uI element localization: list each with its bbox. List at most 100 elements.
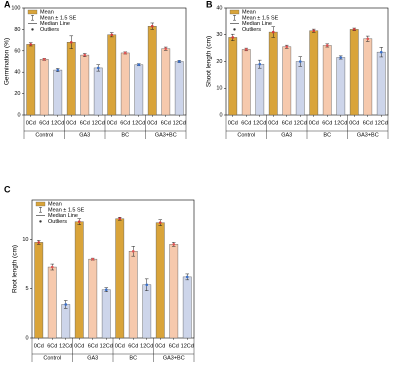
bar	[66, 42, 76, 116]
x-tick-label: 12Cd	[59, 343, 72, 349]
point	[42, 58, 46, 61]
legend-label: Mean ± 1.5 SE	[40, 15, 77, 21]
x-tick-label: 0Cd	[74, 343, 84, 349]
point	[366, 37, 370, 41]
bar	[47, 266, 57, 339]
bar	[61, 304, 71, 339]
y-tick-label: 40	[14, 70, 20, 76]
bar	[349, 29, 359, 116]
bar	[228, 37, 238, 116]
bar	[39, 59, 49, 116]
bar	[34, 242, 44, 339]
bar	[134, 64, 144, 116]
point	[29, 43, 33, 46]
bar	[376, 51, 386, 116]
x-tick-label: 12Cd	[51, 120, 64, 126]
group-label: Control	[237, 132, 255, 138]
x-tick-label: 12Cd	[92, 120, 105, 126]
bar	[322, 45, 332, 116]
bar	[336, 57, 346, 116]
legend-label: Median Line	[242, 21, 272, 27]
legend-label: Mean	[40, 9, 54, 15]
point	[244, 48, 248, 51]
bar	[88, 258, 98, 339]
point	[298, 60, 302, 63]
point	[339, 56, 343, 59]
y-tick-label: 80	[14, 27, 20, 33]
bar	[120, 52, 130, 116]
x-tick-label: 6Cd	[161, 120, 171, 126]
legend-label: Median Line	[40, 21, 70, 27]
point	[104, 288, 108, 292]
x-tick-label: 6Cd	[120, 120, 130, 126]
point	[258, 62, 262, 66]
bar	[255, 63, 265, 116]
x-tick-label: 6Cd	[241, 120, 251, 126]
x-tick-label: 12Cd	[334, 120, 347, 126]
point	[172, 243, 176, 246]
point	[131, 249, 135, 253]
y-tick-label: 0	[25, 335, 28, 341]
legend-label: Mean ± 1.5 SE	[48, 207, 85, 213]
legend-swatch	[229, 9, 240, 15]
x-tick-label: 0Cd	[66, 120, 76, 126]
y-tick-label: 10	[22, 237, 28, 243]
bar	[363, 38, 373, 116]
x-tick-label: 12Cd	[181, 343, 194, 349]
bar	[53, 69, 63, 116]
bar	[107, 34, 117, 116]
point	[83, 53, 87, 57]
x-tick-label: 0Cd	[147, 120, 157, 126]
point	[271, 30, 275, 34]
y-axis-title: Germination (%)	[4, 38, 11, 85]
panel-label: C	[4, 184, 11, 194]
bar	[26, 44, 36, 116]
x-tick-label: 6Cd	[128, 343, 138, 349]
x-tick-label: 6Cd	[169, 343, 179, 349]
y-axis-title: Root length (cm)	[12, 245, 19, 293]
legend-label: Outliers	[40, 27, 59, 33]
group-label: GA3+BC	[155, 132, 177, 138]
point	[123, 51, 127, 55]
point	[37, 241, 41, 244]
y-tick-label: 30	[216, 32, 222, 38]
x-tick-label: 0Cd	[268, 120, 278, 126]
y-tick-label: 10	[216, 86, 222, 92]
group-label: Control	[43, 355, 61, 361]
legend-swatch	[31, 15, 34, 21]
x-tick-label: 12Cd	[140, 343, 153, 349]
point	[56, 68, 60, 72]
point	[96, 66, 100, 70]
point	[150, 24, 154, 28]
group-label: GA3	[79, 132, 90, 138]
group-label: GA3	[281, 132, 292, 138]
legend-label: Outliers	[48, 219, 67, 225]
bar	[74, 221, 84, 339]
legend-swatch	[31, 28, 34, 31]
x-tick-label: 0Cd	[26, 120, 36, 126]
bar	[268, 31, 278, 116]
y-tick-label: 100	[11, 5, 20, 11]
legend-swatch	[39, 207, 42, 213]
bar	[80, 54, 90, 116]
legend-swatch	[233, 28, 236, 31]
point	[185, 275, 189, 279]
group-label: GA3+BC	[357, 132, 379, 138]
point	[145, 283, 149, 287]
point	[77, 220, 81, 223]
y-tick-label: 20	[14, 91, 20, 97]
point	[177, 60, 181, 63]
legend-label: Median Line	[48, 213, 78, 219]
bar	[295, 61, 305, 116]
legend-swatch	[35, 201, 46, 207]
point	[137, 63, 141, 67]
group-label: BC	[323, 132, 331, 138]
legend-label: Mean ± 1.5 SE	[242, 15, 279, 21]
bar	[161, 48, 171, 116]
y-tick-label: 0	[17, 112, 20, 118]
x-tick-label: 0Cd	[107, 120, 117, 126]
bar	[128, 251, 138, 339]
x-tick-label: 0Cd	[115, 343, 125, 349]
x-tick-label: 6Cd	[282, 120, 292, 126]
y-tick-label: 20	[216, 59, 222, 65]
